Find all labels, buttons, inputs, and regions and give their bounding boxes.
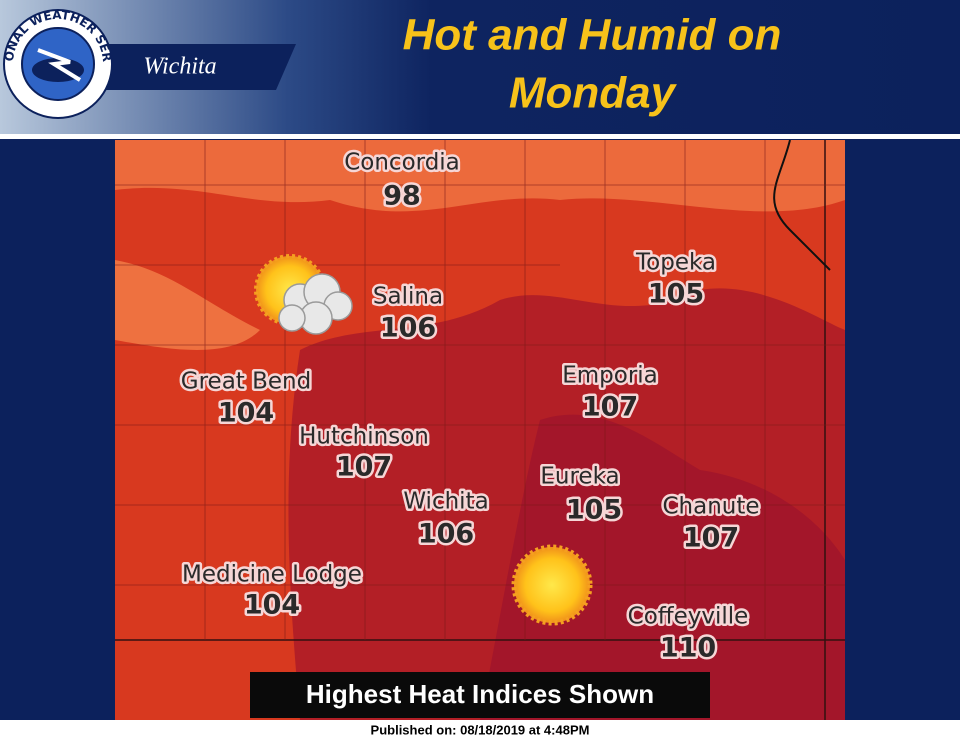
city: Eureka 105 — [538, 461, 625, 528]
published: Published on: 08/18/2019 at 4:48PM — [371, 722, 590, 737]
city-name: Salina — [373, 284, 443, 310]
heat-index: 104 — [218, 398, 274, 429]
map — [115, 139, 845, 720]
caption-box — [250, 672, 710, 718]
city-name: Chanute — [662, 494, 759, 520]
heat-index: 105 — [648, 279, 704, 310]
city-name: Hutchinson — [299, 424, 429, 450]
header-rule — [0, 134, 960, 139]
heat-index: 105 — [566, 495, 622, 526]
cities: Concordia 98 Topeka 105 Salina 106 Great Bend 1… — [178, 147, 762, 666]
city-name: Wichita — [403, 489, 488, 515]
city-name: Concordia — [344, 150, 460, 176]
caption: Highest Heat Indices Shown — [306, 679, 654, 709]
city: Wichita 106 — [401, 486, 491, 552]
heat-index: 98 — [383, 181, 421, 212]
heat-index: 106 — [380, 313, 436, 344]
title-line: Hot and Humid on — [403, 11, 782, 60]
heat-index: 110 — [660, 633, 716, 664]
city-name: Eureka — [540, 464, 619, 490]
city: Emporia 107 — [560, 360, 661, 425]
office-banner — [72, 44, 296, 90]
heat-index: 106 — [418, 519, 474, 550]
city-name: Topeka — [635, 250, 716, 276]
heat-index: 107 — [336, 452, 392, 483]
heat-index: 107 — [683, 523, 739, 554]
logo: NATIONAL WEATHER SERVICE — [0, 0, 114, 119]
city: Chanute 107 — [660, 491, 762, 556]
city: Topeka 105 — [633, 247, 719, 312]
city-name: Medicine Lodge — [182, 562, 362, 588]
city: Concordia 98 — [342, 147, 463, 214]
heat-index: 107 — [582, 392, 638, 423]
office-name: Wichita — [143, 54, 216, 80]
footer — [0, 720, 960, 740]
city: Great Bend 104 — [178, 366, 313, 431]
city-name: Great Bend — [181, 369, 311, 395]
city-name: Coffeyville — [628, 604, 749, 630]
city: Coffeyville 110 — [625, 601, 751, 666]
heat-index: 104 — [244, 590, 300, 621]
city: Salina 106 — [370, 281, 445, 346]
city-name: Emporia — [562, 363, 658, 389]
title-line: Monday — [509, 69, 678, 118]
